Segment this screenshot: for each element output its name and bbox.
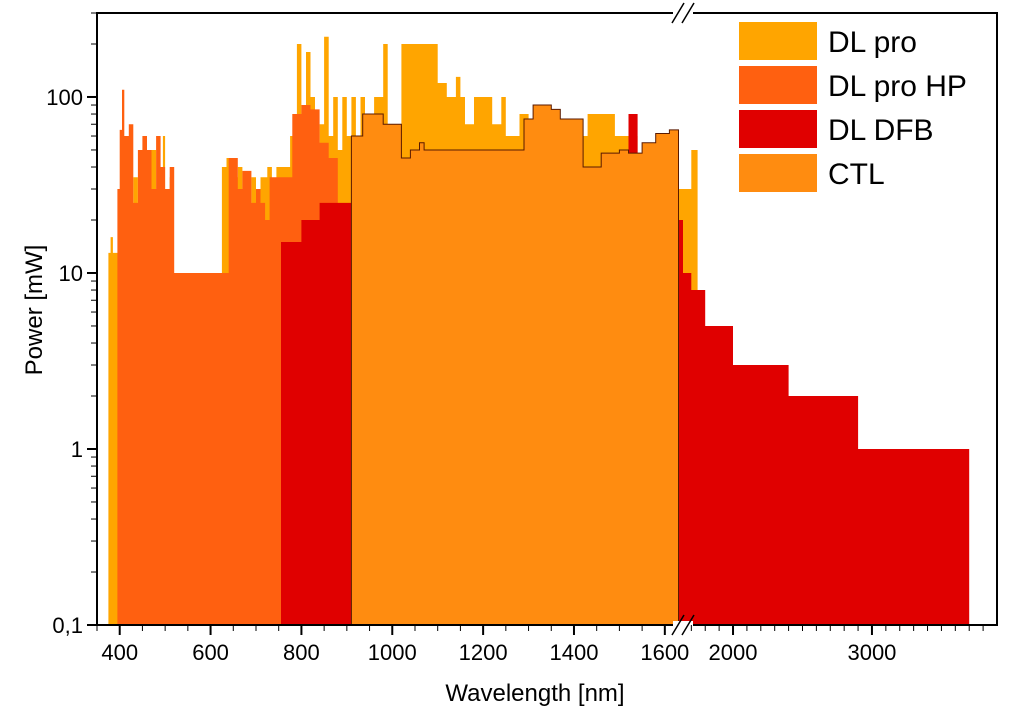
- axis-break-mark: [681, 2, 695, 24]
- x-tick-label: 3000: [847, 640, 896, 665]
- legend-label: DL pro: [828, 26, 917, 59]
- series-area-4: [350, 104, 679, 626]
- legend-label: DL pro HP: [828, 70, 967, 103]
- legend-label: DL DFB: [828, 114, 934, 147]
- legend-swatch: [739, 110, 817, 148]
- axis-break-mark: [681, 614, 695, 636]
- x-axis-title: Wavelength [nm]: [445, 680, 624, 707]
- plot-frame: [96, 12, 998, 626]
- legend-swatch: [739, 154, 817, 192]
- y-axis-title: Power [mW]: [21, 245, 48, 376]
- legend-label: CTL: [828, 158, 885, 191]
- x-tick-label: 1000: [368, 640, 417, 665]
- x-tick-label: 800: [283, 640, 320, 665]
- y-tick-label: 100: [46, 85, 83, 110]
- x-tick-label: 400: [101, 640, 138, 665]
- x-tick-label: 2000: [709, 640, 758, 665]
- chart-axes: 400 600 800 1000 1200 1400 1600 2000 3000 0,1 1 10 1…: [46, 2, 998, 665]
- x-tick-label: 1600: [640, 640, 689, 665]
- axis-break-mark: [671, 614, 685, 636]
- axis-break-gap: [673, 9, 693, 17]
- legend-swatch: [739, 22, 817, 60]
- y-tick-label: 10: [59, 261, 83, 286]
- y-tick-label: 1: [71, 437, 83, 462]
- x-tick-label: 1400: [550, 640, 599, 665]
- chart-legend: DL pro DL pro HP DL DFB CTL: [739, 22, 967, 192]
- x-tick-label: 1200: [459, 640, 508, 665]
- chart-plot-area: [108, 36, 970, 626]
- axis-break-mark: [671, 2, 685, 24]
- y-tick-label: 0,1: [52, 613, 83, 638]
- legend-swatch: [739, 66, 817, 104]
- axis-break-gap: [673, 621, 693, 629]
- x-tick-label: 600: [192, 640, 229, 665]
